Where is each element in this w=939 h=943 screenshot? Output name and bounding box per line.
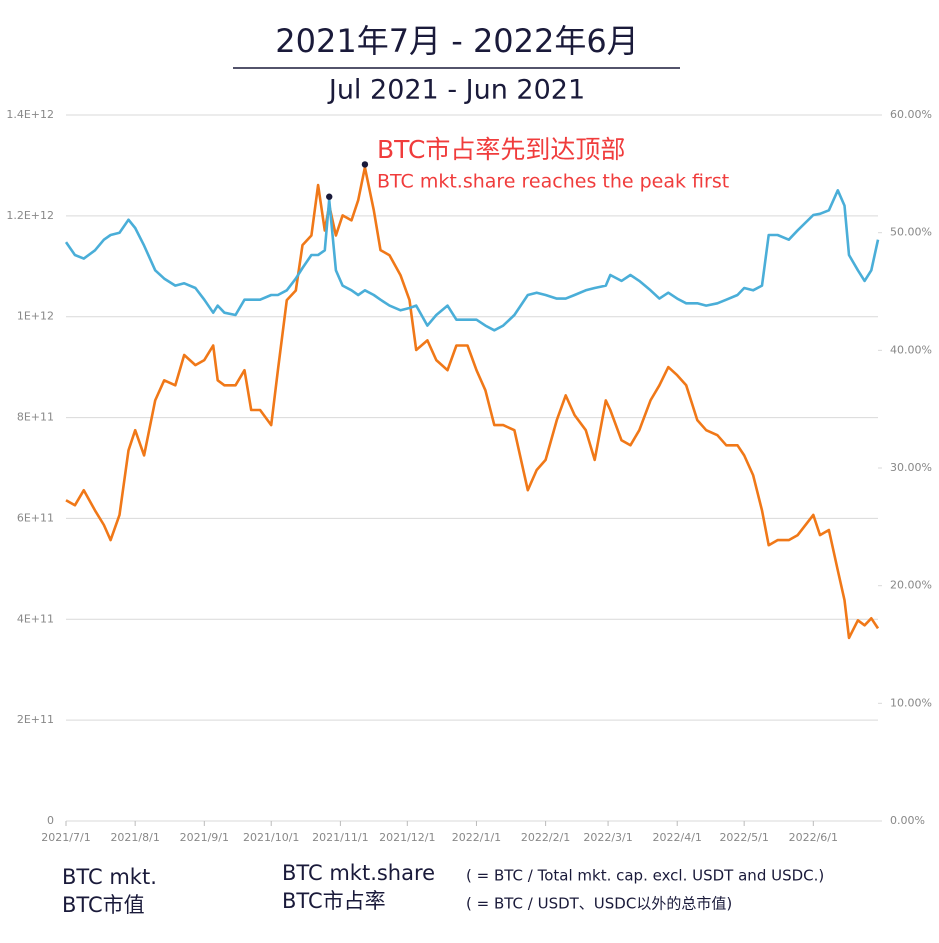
y-tick-label: 1.4E+12 (6, 108, 54, 121)
x-tick-label: 2022/3/1 (583, 831, 632, 844)
annotation-subtitle: BTC mkt.share reaches the peak first (377, 171, 729, 193)
y-tick-label: 2E+11 (17, 713, 54, 726)
series-line (65, 166, 880, 640)
y2-tick-label: 60.00% (890, 108, 932, 121)
x-tick-label: 2021/8/1 (110, 831, 159, 844)
x-tick-label: 2022/5/1 (719, 831, 768, 844)
chart-subtitle: Jul 2021 - Jun 2021 (327, 75, 585, 106)
series-line (64, 189, 880, 332)
x-tick-label: 2022/6/1 (789, 831, 838, 844)
x-tick-label: 2021/7/1 (41, 831, 90, 844)
y2-tick-label: 10.00% (890, 696, 932, 709)
y2-tick-label: 0.00% (890, 814, 925, 827)
y-tick-label: 8E+11 (17, 411, 54, 424)
peak-marker (326, 193, 333, 200)
x-tick-label: 2022/4/1 (653, 831, 702, 844)
y2-tick-label: 20.00% (890, 579, 932, 592)
chart-title: 2021年7月 - 2022年6月 (275, 22, 639, 60)
annotation-title: BTC市占率先到达顶部 (377, 135, 625, 164)
x-tick-label: 2021/11/1 (312, 831, 368, 844)
x-tick-label: 2022/1/1 (452, 831, 501, 844)
x-tick-label: 2021/10/1 (243, 831, 299, 844)
y-tick-label: 1.2E+12 (6, 209, 54, 222)
peak-marker (361, 161, 369, 168)
y-tick-label: 1E+12 (17, 310, 54, 323)
y-tick-label: 6E+11 (17, 511, 54, 524)
legend-label: BTC市占率 (282, 889, 386, 913)
y2-tick-label: 40.00% (890, 343, 932, 356)
x-tick-label: 2022/2/1 (521, 831, 570, 844)
y-tick-label: 0 (47, 814, 54, 827)
x-tick-label: 2021/9/1 (180, 831, 229, 844)
legend-note: ( = BTC / Total mkt. cap. excl. USDT and… (466, 867, 824, 885)
y2-tick-label: 30.00% (890, 461, 932, 474)
legend-label: BTC mkt. (62, 865, 157, 889)
y-tick-label: 4E+11 (17, 612, 54, 625)
legend-label: BTC市值 (62, 893, 145, 917)
legend-label: BTC mkt.share (282, 861, 435, 885)
x-tick-label: 2021/12/1 (379, 831, 435, 844)
y2-tick-label: 50.00% (890, 226, 932, 239)
legend-note: ( = BTC / USDT、USDC以外的总市值) (466, 895, 732, 913)
